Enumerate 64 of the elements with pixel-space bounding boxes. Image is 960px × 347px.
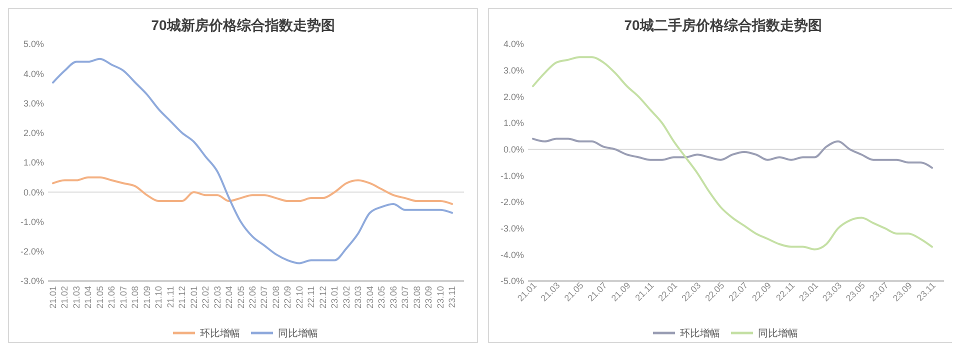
line-series bbox=[52, 58, 453, 264]
y-tick-label: 3.0% bbox=[23, 98, 44, 108]
x-tick-label: 22.03 bbox=[212, 286, 222, 309]
x-tick-label: 22.11 bbox=[306, 286, 316, 308]
x-tick-label: 22.06 bbox=[248, 286, 258, 309]
x-tick-label: 23.01 bbox=[330, 286, 340, 309]
y-tick-label: -5.0% bbox=[500, 276, 524, 286]
x-tick-label: 22.10 bbox=[294, 286, 304, 309]
y-tick-label: 5.0% bbox=[23, 39, 44, 50]
y-tick-label: 0.0% bbox=[503, 144, 524, 154]
x-tick-label: 23.05 bbox=[376, 286, 387, 309]
x-tick-label: 21.11 bbox=[165, 286, 176, 308]
x-tick-label: 23.07 bbox=[400, 286, 410, 309]
legend-label: 环比增幅 bbox=[200, 328, 240, 340]
x-tick-label: 21.07 bbox=[118, 286, 128, 309]
x-tick-label: 22.08 bbox=[270, 286, 281, 309]
chart-title: 70城二手房价格综合指数走势图 bbox=[624, 17, 822, 33]
x-tick-label: 21.06 bbox=[106, 286, 117, 309]
x-tick-label: 22.01 bbox=[188, 286, 199, 309]
x-tick-label: 23.04 bbox=[364, 286, 375, 309]
line-series bbox=[532, 56, 933, 250]
y-tick-label: -3.0% bbox=[20, 276, 44, 286]
x-tick-label: 21.05 bbox=[94, 286, 105, 309]
y-tick-label: -4.0% bbox=[500, 250, 524, 260]
x-tick-label: 23.03 bbox=[353, 286, 364, 309]
legend-label: 同比增幅 bbox=[758, 328, 798, 340]
x-tick-label: 21.01 bbox=[48, 286, 58, 309]
x-tick-label: 23.09 bbox=[424, 286, 434, 309]
x-tick-label: 22.05 bbox=[236, 286, 246, 309]
y-tick-label: 2.0% bbox=[23, 128, 44, 138]
y-tick-label: 0.0% bbox=[23, 187, 44, 198]
x-tick-label: 23.10 bbox=[435, 286, 446, 309]
y-tick-label: 4.0% bbox=[23, 68, 44, 79]
x-tick-label: 23.08 bbox=[412, 286, 422, 309]
x-tick-label: 21.10 bbox=[154, 286, 164, 309]
x-tick-label: 22.12 bbox=[318, 286, 328, 309]
x-tick-label: 22.09 bbox=[282, 286, 293, 309]
x-tick-label: 21.04 bbox=[83, 286, 94, 309]
legend-label: 环比增幅 bbox=[680, 328, 720, 340]
y-tick-label: 4.0% bbox=[503, 39, 524, 50]
y-tick-label: -1.0% bbox=[20, 216, 44, 227]
x-tick-label: 21.03 bbox=[71, 286, 82, 309]
x-tick-label: 22.07 bbox=[259, 286, 270, 309]
line-series bbox=[52, 176, 453, 205]
x-tick-label: 23.02 bbox=[341, 286, 352, 309]
x-tick-label: 21.09 bbox=[142, 286, 152, 309]
x-tick-label: 22.02 bbox=[200, 286, 211, 309]
y-tick-label: 2.0% bbox=[503, 92, 524, 102]
y-tick-label: -2.0% bbox=[20, 246, 44, 257]
y-tick-label: -3.0% bbox=[500, 223, 524, 234]
legend-label: 同比增幅 bbox=[278, 328, 318, 340]
y-tick-label: 1.0% bbox=[503, 118, 524, 128]
chart-title: 70城新房价格综合指数走势图 bbox=[151, 17, 335, 33]
x-tick-label: 23.11 bbox=[447, 286, 457, 308]
y-tick-label: -2.0% bbox=[500, 197, 524, 208]
y-tick-label: 3.0% bbox=[503, 65, 524, 76]
x-tick-label: 21.12 bbox=[177, 286, 188, 309]
y-tick-label: 1.0% bbox=[23, 158, 44, 168]
x-tick-label: 23.06 bbox=[388, 286, 398, 309]
x-tick-label: 21.08 bbox=[130, 286, 140, 309]
line-series bbox=[532, 138, 933, 169]
x-tick-label: 22.04 bbox=[224, 286, 234, 309]
x-tick-label: 21.02 bbox=[60, 286, 70, 309]
y-tick-label: -1.0% bbox=[500, 170, 524, 181]
